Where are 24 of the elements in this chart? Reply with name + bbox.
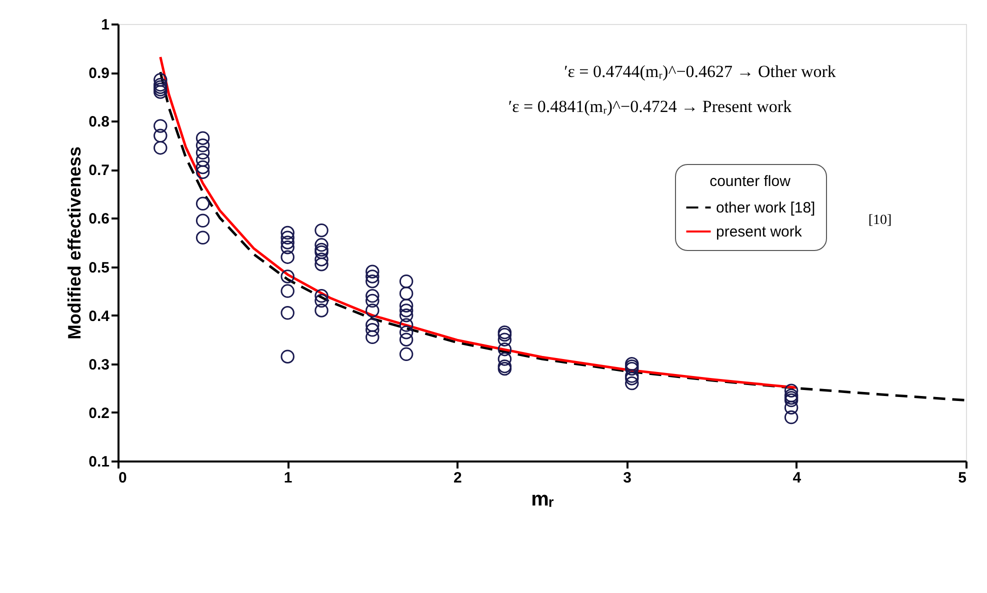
y-tick-label: 0.3	[88, 356, 110, 374]
annotation: [10]	[868, 213, 892, 228]
y-tick-label: 0.8	[88, 114, 110, 131]
annotation: ′ε = 0.4841(mᵣ)^−0.4724 → Present work	[508, 97, 792, 116]
y-tick-label: 0.5	[88, 259, 110, 276]
x-tick-label: 2	[454, 470, 462, 486]
x-axis-title: mᵣ	[531, 488, 554, 510]
y-tick-label: 0.6	[88, 210, 110, 228]
y-tick-label: 0.9	[88, 65, 110, 82]
legend-title: counter flow	[710, 173, 791, 190]
y-tick-label: 0.7	[88, 162, 110, 180]
y-tick-label: 0.1	[88, 454, 110, 470]
x-tick-label: 5	[958, 470, 966, 486]
y-tick-label: 1	[101, 16, 110, 34]
x-tick-label: 4	[792, 470, 802, 486]
y-axis-title: Modified effectiveness	[64, 146, 85, 340]
y-tick-label: 0.4	[88, 308, 110, 325]
x-tick-label: 0	[118, 470, 127, 486]
legend-label: present work	[716, 224, 802, 240]
annotation: ′ε = 0.4744(mᵣ)^−0.4627 → Other work	[564, 62, 836, 81]
legend-label: other work [18]	[716, 200, 816, 216]
y-tick-label: 0.2	[88, 404, 110, 422]
x-tick-label: 3	[623, 470, 632, 486]
x-tick-label: 1	[284, 470, 292, 486]
